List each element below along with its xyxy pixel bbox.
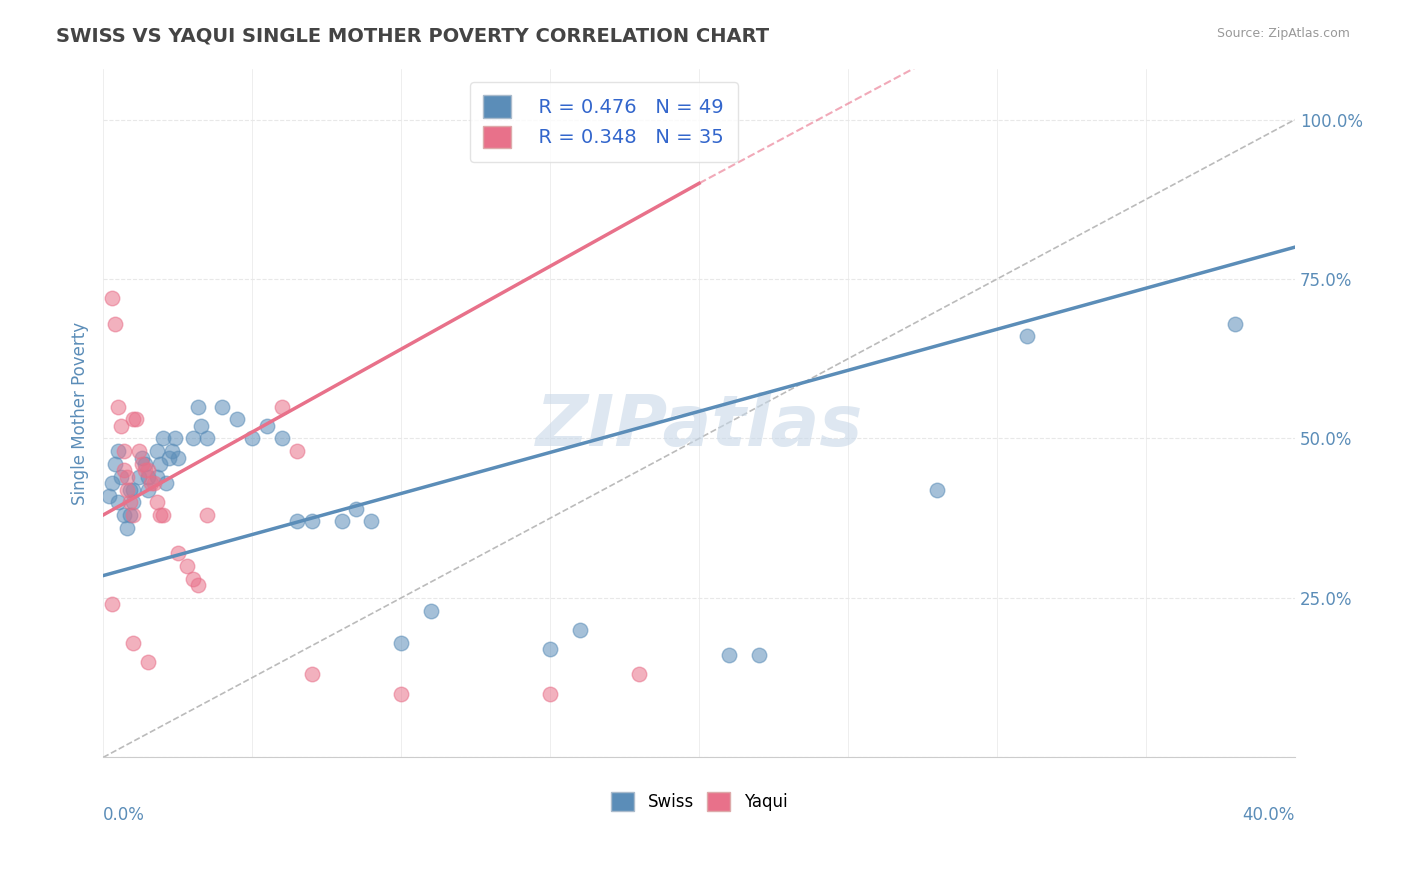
Point xyxy=(115,521,138,535)
Point xyxy=(110,418,132,433)
Point xyxy=(285,444,308,458)
Point xyxy=(136,655,159,669)
Text: SWISS VS YAQUI SINGLE MOTHER POVERTY CORRELATION CHART: SWISS VS YAQUI SINGLE MOTHER POVERTY COR… xyxy=(56,27,769,45)
Point xyxy=(301,515,323,529)
Point xyxy=(149,457,172,471)
Point xyxy=(122,483,145,497)
Point xyxy=(101,597,124,611)
Point xyxy=(301,667,323,681)
Point xyxy=(98,489,121,503)
Point xyxy=(131,457,153,471)
Point xyxy=(101,476,124,491)
Point xyxy=(101,291,124,305)
Point xyxy=(104,457,127,471)
Point xyxy=(136,483,159,497)
Point xyxy=(122,412,145,426)
Point xyxy=(136,469,159,483)
Point xyxy=(344,501,367,516)
Point xyxy=(190,418,212,433)
Point xyxy=(139,476,162,491)
Point xyxy=(927,483,949,497)
Point xyxy=(271,432,294,446)
Point xyxy=(1225,317,1247,331)
Point xyxy=(122,508,145,522)
Point xyxy=(128,469,150,483)
Point xyxy=(389,687,412,701)
Text: 0.0%: 0.0% xyxy=(103,805,145,823)
Point xyxy=(538,642,561,657)
Point xyxy=(256,418,278,433)
Point xyxy=(125,412,148,426)
Point xyxy=(163,432,186,446)
Text: ZIPatlas: ZIPatlas xyxy=(536,392,863,461)
Point xyxy=(107,495,129,509)
Point xyxy=(134,463,156,477)
Point xyxy=(118,483,141,497)
Point xyxy=(122,635,145,649)
Point xyxy=(145,495,167,509)
Point xyxy=(717,648,740,663)
Point xyxy=(107,444,129,458)
Point xyxy=(240,432,263,446)
Point xyxy=(107,400,129,414)
Point xyxy=(166,546,188,560)
Point xyxy=(115,469,138,483)
Point xyxy=(419,604,441,618)
Point xyxy=(145,444,167,458)
Point xyxy=(628,667,651,681)
Point xyxy=(142,476,165,491)
Point xyxy=(118,495,141,509)
Point xyxy=(152,432,174,446)
Text: Source: ZipAtlas.com: Source: ZipAtlas.com xyxy=(1216,27,1350,40)
Point xyxy=(134,457,156,471)
Point xyxy=(181,432,204,446)
Point xyxy=(538,687,561,701)
Point xyxy=(131,450,153,465)
Point xyxy=(115,483,138,497)
Point xyxy=(112,444,135,458)
Point xyxy=(568,623,591,637)
Point xyxy=(197,432,219,446)
Point xyxy=(152,508,174,522)
Point xyxy=(160,444,183,458)
Point xyxy=(330,515,353,529)
Point xyxy=(187,578,209,592)
Point xyxy=(149,508,172,522)
Point xyxy=(748,648,770,663)
Point xyxy=(176,559,198,574)
Point xyxy=(104,317,127,331)
Y-axis label: Single Mother Poverty: Single Mother Poverty xyxy=(72,321,89,505)
Point xyxy=(136,463,159,477)
Point xyxy=(1015,329,1038,343)
Point xyxy=(181,572,204,586)
Point xyxy=(197,508,219,522)
Point xyxy=(285,515,308,529)
Legend: Swiss, Yaqui: Swiss, Yaqui xyxy=(605,785,794,818)
Point xyxy=(110,469,132,483)
Point xyxy=(226,412,249,426)
Point xyxy=(112,508,135,522)
Point xyxy=(118,508,141,522)
Point xyxy=(389,635,412,649)
Point xyxy=(360,515,382,529)
Point xyxy=(187,400,209,414)
Point xyxy=(128,444,150,458)
Point xyxy=(155,476,177,491)
Text: 40.0%: 40.0% xyxy=(1243,805,1295,823)
Point xyxy=(145,469,167,483)
Point xyxy=(157,450,180,465)
Point xyxy=(166,450,188,465)
Point xyxy=(211,400,233,414)
Point xyxy=(122,495,145,509)
Point xyxy=(112,463,135,477)
Point xyxy=(271,400,294,414)
